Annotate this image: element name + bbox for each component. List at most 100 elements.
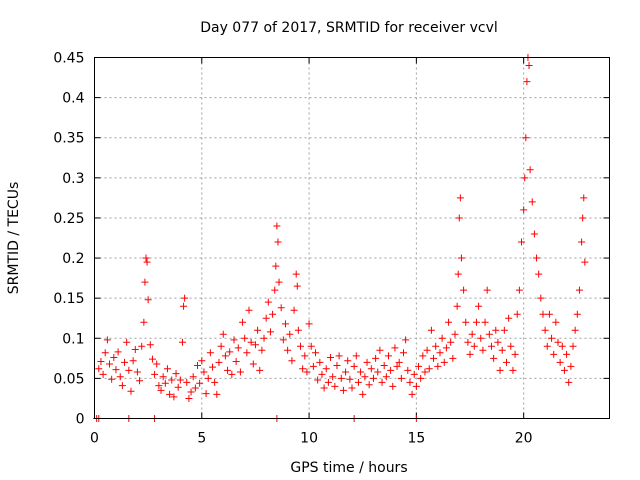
data-point — [520, 206, 528, 214]
data-point — [374, 368, 382, 376]
data-point — [138, 342, 146, 350]
data-point — [324, 378, 332, 386]
data-point — [112, 366, 120, 374]
data-point — [387, 366, 395, 374]
data-point — [378, 378, 386, 386]
data-point — [421, 368, 429, 376]
x-axis-label: GPS time / hours — [290, 460, 407, 476]
data-point — [236, 368, 244, 376]
data-point — [219, 330, 227, 338]
data-point — [241, 334, 249, 342]
y-tick-label: 0 — [76, 412, 85, 428]
data-point — [578, 238, 586, 246]
data-point — [509, 366, 517, 374]
data-point — [384, 352, 392, 360]
data-point — [500, 326, 508, 334]
data-point — [174, 383, 182, 391]
data-point — [305, 320, 313, 328]
data-point — [153, 360, 161, 368]
data-point — [318, 370, 326, 378]
data-point — [554, 338, 562, 346]
data-point — [273, 222, 281, 230]
data-point — [181, 294, 189, 302]
data-point — [363, 358, 371, 366]
y-axis-label: SRMTID / TECUs — [6, 182, 22, 295]
data-point — [277, 304, 285, 312]
data-point — [176, 376, 184, 384]
data-point — [558, 342, 566, 350]
data-point — [503, 358, 510, 366]
data-point — [108, 375, 116, 383]
data-point — [106, 360, 114, 368]
data-point — [228, 370, 236, 378]
data-point — [436, 349, 444, 357]
data-point — [417, 374, 425, 382]
data-point — [548, 334, 556, 342]
data-point — [183, 378, 191, 386]
data-point — [294, 326, 302, 334]
data-point — [468, 330, 476, 338]
data-point — [272, 262, 280, 270]
data-point — [380, 362, 388, 370]
data-point — [198, 357, 206, 365]
data-point — [515, 286, 523, 294]
data-point — [226, 348, 234, 356]
data-point — [284, 346, 292, 354]
data-point — [133, 368, 141, 376]
data-point — [95, 365, 103, 373]
y-tick-label: 0.25 — [53, 211, 84, 227]
data-point — [327, 354, 335, 362]
data-point — [303, 368, 311, 376]
data-point — [442, 344, 450, 352]
data-point — [494, 338, 502, 346]
y-tick-label: 0.05 — [53, 371, 84, 387]
data-point — [492, 326, 500, 334]
data-point — [213, 390, 221, 398]
data-point — [141, 278, 149, 286]
data-point — [264, 298, 272, 306]
x-tick-label: 0 — [90, 431, 99, 447]
data-point — [541, 326, 549, 334]
data-point — [168, 376, 176, 384]
data-point — [464, 338, 472, 346]
data-point — [573, 310, 581, 318]
data-point — [140, 318, 148, 326]
data-point — [254, 326, 262, 334]
data-point — [567, 362, 575, 370]
data-point — [400, 349, 407, 357]
data-point — [539, 310, 547, 318]
data-point — [333, 362, 341, 370]
data-point — [523, 78, 531, 86]
data-point — [361, 373, 369, 381]
data-point — [404, 366, 412, 374]
data-point — [206, 349, 214, 357]
data-point — [537, 294, 545, 302]
data-point — [224, 366, 232, 374]
data-point — [143, 258, 151, 266]
x-tick-label: 20 — [515, 431, 533, 447]
data-points — [93, 54, 589, 422]
data-point — [118, 382, 126, 390]
data-point — [518, 238, 526, 246]
data-point — [440, 358, 448, 366]
data-point — [447, 338, 455, 346]
data-point — [97, 358, 105, 366]
data-point — [372, 354, 380, 362]
data-point — [432, 342, 440, 350]
data-point — [189, 373, 197, 381]
data-point — [256, 366, 264, 374]
data-point — [125, 366, 133, 374]
data-point — [526, 166, 534, 174]
data-point — [314, 376, 322, 384]
data-point — [116, 373, 124, 381]
data-point — [299, 365, 307, 373]
data-point — [533, 254, 541, 262]
data-point — [331, 382, 339, 390]
data-point — [129, 357, 137, 365]
data-point — [271, 286, 279, 294]
data-point — [243, 349, 251, 357]
data-point — [191, 384, 199, 392]
data-point — [127, 387, 135, 395]
data-point — [166, 390, 174, 398]
